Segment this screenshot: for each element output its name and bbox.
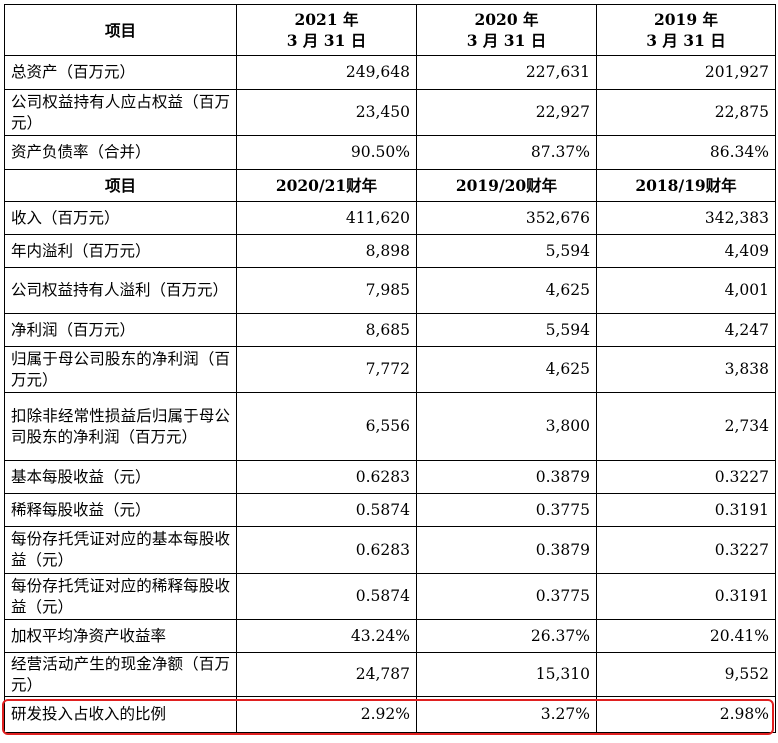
row-value: 23,450 (236, 89, 417, 136)
row-label: 净利润（百万元） (4, 313, 237, 347)
row-value: 8,898 (236, 234, 417, 268)
header-date: 3 月 31 日 (466, 31, 547, 50)
row-value: 4,247 (596, 313, 776, 347)
table-row-rd-ratio: 研发投入占收入的比例 2.92% 3.27% 2.98% (4, 696, 776, 733)
row-value: 4,001 (596, 267, 776, 314)
table-row-net-profit: 净利润（百万元） 8,685 5,594 4,247 (4, 313, 776, 347)
table-row-deducted-net-profit: 扣除非经常性损益后归属于母公司股东的净利润（百万元） 6,556 3,800 2… (4, 392, 776, 461)
row-value: 5,594 (416, 234, 597, 268)
header-col-fy2019: 2018/19财年 (596, 169, 776, 202)
header-date: 3 月 31 日 (646, 31, 726, 50)
row-value: 352,676 (416, 201, 597, 235)
row-label: 加权平均净资产收益率 (4, 619, 237, 653)
row-value: 26.37% (416, 619, 597, 653)
header-col-2020: 2020 年 3 月 31 日 (416, 4, 597, 56)
row-value: 0.3879 (416, 460, 597, 494)
row-value: 201,927 (596, 55, 776, 90)
row-value: 3.27% (416, 696, 597, 733)
row-label: 每份存托凭证对应的稀释每股收益（元） (4, 573, 237, 620)
row-value: 0.3775 (416, 573, 597, 620)
row-label: 扣除非经常性损益后归属于母公司股东的净利润（百万元） (4, 392, 237, 461)
row-value: 0.3227 (596, 460, 776, 494)
row-value: 90.50% (236, 135, 417, 170)
row-value: 4,625 (416, 346, 597, 393)
table-row-roe: 加权平均净资产收益率 43.24% 26.37% 20.41% (4, 619, 776, 653)
row-value: 22,875 (596, 89, 776, 136)
table-row-cdr-basic-eps: 每份存托凭证对应的基本每股收益（元） 0.6283 0.3879 0.3227 (4, 526, 776, 574)
row-value: 342,383 (596, 201, 776, 235)
row-value: 24,787 (236, 652, 417, 697)
row-value: 87.37% (416, 135, 597, 170)
row-label: 基本每股收益（元） (4, 460, 237, 494)
table-row-debt-ratio: 资产负债率（合并） 90.50% 87.37% 86.34% (4, 135, 776, 170)
row-value: 9,552 (596, 652, 776, 697)
row-value: 20.41% (596, 619, 776, 653)
row-label: 公司权益持有人溢利（百万元） (4, 267, 237, 314)
header-col-fy2021: 2020/21财年 (236, 169, 417, 202)
row-value: 227,631 (416, 55, 597, 90)
row-value: 2,734 (596, 392, 776, 461)
row-label: 总资产（百万元） (4, 55, 237, 90)
row-label: 资产负债率（合并） (4, 135, 237, 170)
table-row-equity-holder-profit: 公司权益持有人溢利（百万元） 7,985 4,625 4,001 (4, 267, 776, 314)
table-row-cdr-diluted-eps: 每份存托凭证对应的稀释每股收益（元） 0.5874 0.3775 0.3191 (4, 573, 776, 620)
row-value: 4,409 (596, 234, 776, 268)
header-year: 2021 年 (294, 10, 359, 29)
header-col-2021: 2021 年 3 月 31 日 (236, 4, 417, 56)
row-value: 0.3191 (596, 493, 776, 527)
table-row-total-assets: 总资产（百万元） 249,648 227,631 201,927 (4, 55, 776, 90)
row-value: 8,685 (236, 313, 417, 347)
row-value: 0.5874 (236, 573, 417, 620)
row-label: 公司权益持有人应占权益（百万元） (4, 89, 237, 136)
table-row-operating-cash: 经营活动产生的现金净额（百万元） 24,787 15,310 9,552 (4, 652, 776, 697)
row-value: 15,310 (416, 652, 597, 697)
header-year: 2020 年 (474, 10, 539, 29)
row-label: 每份存托凭证对应的基本每股收益（元） (4, 526, 237, 574)
financial-data-table: 项目 2021 年 3 月 31 日 2020 年 3 月 31 日 2019 … (4, 4, 776, 733)
row-value: 0.3191 (596, 573, 776, 620)
row-value: 86.34% (596, 135, 776, 170)
table-row-basic-eps: 基本每股收益（元） 0.6283 0.3879 0.3227 (4, 460, 776, 494)
row-value: 2.92% (236, 696, 417, 733)
row-value: 3,838 (596, 346, 776, 393)
row-label: 年内溢利（百万元） (4, 234, 237, 268)
row-value: 43.24% (236, 619, 417, 653)
balance-header-row: 项目 2021 年 3 月 31 日 2020 年 3 月 31 日 2019 … (4, 4, 776, 56)
table-row-revenue: 收入（百万元） 411,620 352,676 342,383 (4, 201, 776, 235)
header-item-cell: 项目 (4, 4, 237, 56)
row-value: 0.6283 (236, 526, 417, 574)
row-value: 3,800 (416, 392, 597, 461)
row-value: 22,927 (416, 89, 597, 136)
table-row-equity: 公司权益持有人应占权益（百万元） 23,450 22,927 22,875 (4, 89, 776, 136)
income-header-row: 项目 2020/21财年 2019/20财年 2018/19财年 (4, 169, 776, 202)
table-row-diluted-eps: 稀释每股收益（元） 0.5874 0.3775 0.3191 (4, 493, 776, 527)
row-label: 归属于母公司股东的净利润（百万元） (4, 346, 237, 393)
table-row-profit-for-year: 年内溢利（百万元） 8,898 5,594 4,409 (4, 234, 776, 268)
header-col-2019: 2019 年 3 月 31 日 (596, 4, 776, 56)
row-value: 0.3227 (596, 526, 776, 574)
row-value: 0.3879 (416, 526, 597, 574)
row-label: 经营活动产生的现金净额（百万元） (4, 652, 237, 697)
row-value: 2.98% (596, 696, 776, 733)
row-value: 6,556 (236, 392, 417, 461)
row-label: 稀释每股收益（元） (4, 493, 237, 527)
row-value: 0.5874 (236, 493, 417, 527)
header-col-fy2020: 2019/20财年 (416, 169, 597, 202)
row-label: 收入（百万元） (4, 201, 237, 235)
row-value: 0.3775 (416, 493, 597, 527)
header-year: 2019 年 (653, 10, 719, 29)
row-value: 249,648 (236, 55, 417, 90)
header-item-cell: 项目 (4, 169, 237, 202)
row-value: 7,985 (236, 267, 417, 314)
row-value: 7,772 (236, 346, 417, 393)
table-row-parent-net-profit: 归属于母公司股东的净利润（百万元） 7,772 4,625 3,838 (4, 346, 776, 393)
row-value: 0.6283 (236, 460, 417, 494)
header-date: 3 月 31 日 (286, 31, 367, 50)
row-value: 411,620 (236, 201, 417, 235)
row-value: 4,625 (416, 267, 597, 314)
row-value: 5,594 (416, 313, 597, 347)
row-label: 研发投入占收入的比例 (4, 696, 237, 733)
